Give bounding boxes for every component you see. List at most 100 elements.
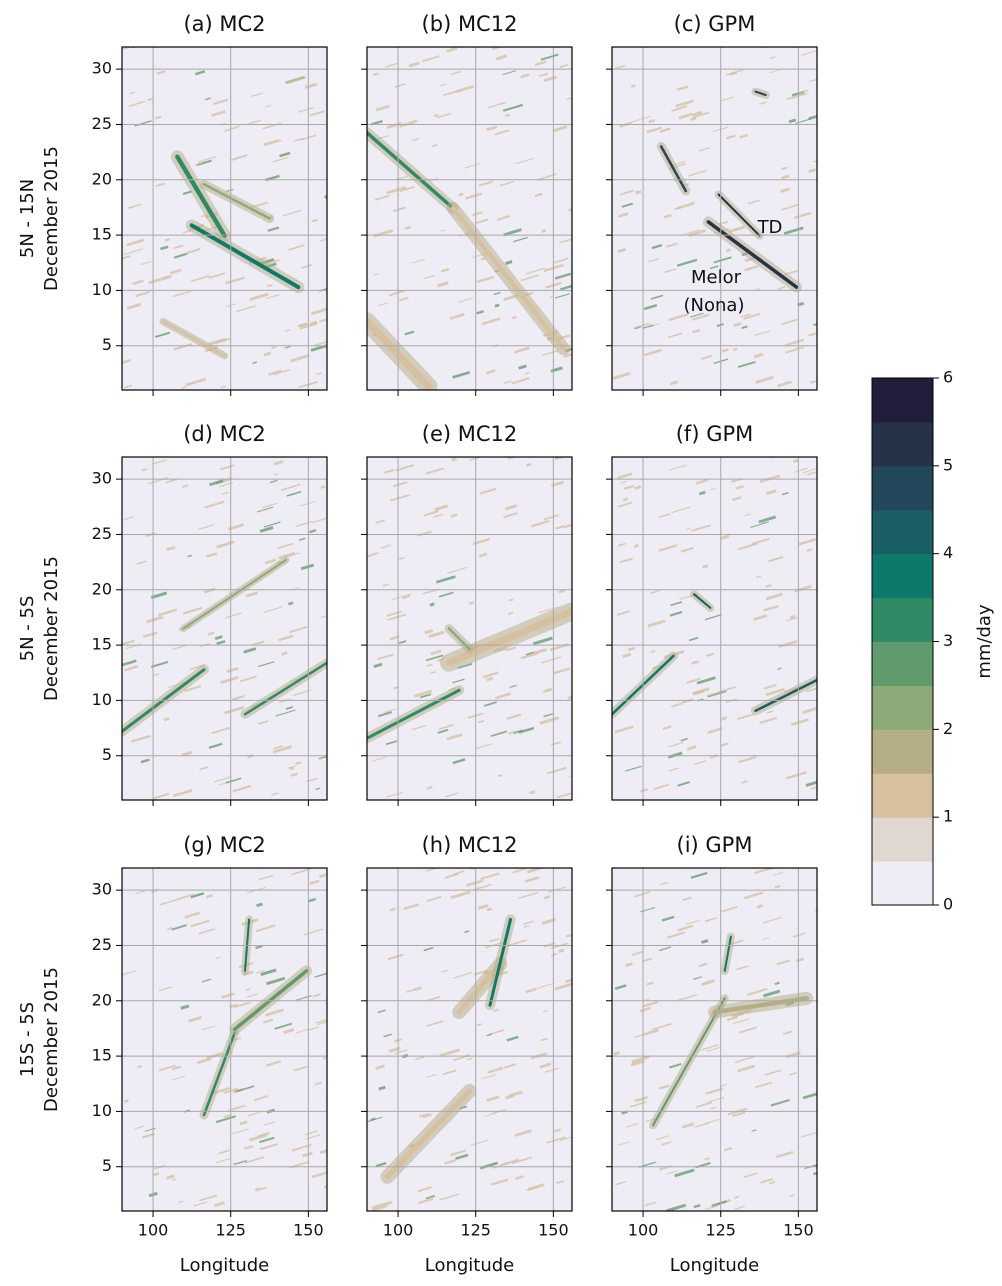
precip-speck — [698, 146, 711, 152]
precip-speck — [719, 534, 730, 541]
precip-speck — [216, 640, 226, 646]
precip-speck — [622, 497, 629, 502]
precip-speck — [256, 902, 263, 908]
precip-speck — [777, 285, 786, 291]
precip-speck — [677, 781, 690, 787]
precip-speck — [781, 166, 788, 171]
precip-speck — [394, 1049, 408, 1055]
precip-speck — [371, 1200, 393, 1210]
precip-speck — [438, 591, 454, 598]
precip-speck — [646, 126, 662, 134]
precip-speck — [542, 687, 553, 694]
precip-speck — [755, 1081, 773, 1089]
precip-speck — [659, 881, 668, 886]
panel-title: (a) MC2 — [183, 12, 265, 36]
precip-speck — [158, 1064, 176, 1072]
precip-speck — [211, 110, 226, 117]
precip-speck — [617, 542, 626, 547]
precip-speck — [710, 265, 719, 270]
precip-speck — [559, 64, 568, 69]
precip-speck — [215, 956, 221, 960]
precip-speck — [474, 218, 489, 225]
precip-speck — [534, 192, 543, 198]
precip-speck — [650, 650, 656, 654]
precip-speck — [152, 673, 160, 677]
precip-speck — [388, 289, 405, 297]
precip-speck — [384, 468, 395, 474]
precip-speck — [515, 1175, 525, 1180]
precip-speck — [787, 92, 808, 101]
plot-background — [612, 47, 817, 390]
precip-speck — [695, 1122, 710, 1128]
precip-speck — [565, 933, 572, 938]
precip-speck — [810, 786, 817, 790]
precip-speck — [486, 907, 493, 912]
precip-speck — [265, 294, 280, 300]
precip-speck — [556, 1180, 565, 1185]
precip-speck — [513, 236, 528, 243]
precip-speck — [225, 276, 245, 285]
precip-speck — [387, 953, 404, 961]
precip-speck — [176, 893, 195, 901]
precip-speck — [617, 247, 627, 253]
precip-speck — [493, 291, 501, 296]
precip-speck — [725, 248, 731, 253]
precip-speck — [668, 464, 687, 471]
precip-speck — [809, 78, 817, 83]
precip-speck — [269, 479, 278, 484]
precip-speck — [413, 689, 433, 698]
precip-speck — [288, 601, 294, 606]
precip-speck — [265, 1008, 284, 1017]
precip-speck — [718, 686, 736, 693]
precip-speck — [633, 544, 639, 548]
x-tick-label: 150 — [538, 1221, 569, 1240]
precip-speck — [224, 705, 245, 715]
precip-speck — [307, 1026, 319, 1031]
precip-speck — [204, 500, 225, 509]
precip-speck — [815, 909, 817, 913]
precip-speck — [707, 727, 723, 734]
precip-speck — [312, 993, 321, 998]
precip-speck — [389, 907, 396, 912]
precip-speck — [159, 899, 177, 906]
precip-speck — [755, 375, 774, 384]
precip-speck — [150, 660, 169, 668]
precip-band-core — [723, 935, 732, 972]
precip-speck — [395, 464, 415, 472]
precip-speck — [795, 957, 805, 963]
precip-speck — [439, 83, 447, 87]
precip-speck — [786, 616, 799, 622]
precip-speck — [675, 99, 694, 108]
panel: (b) MC12 — [361, 12, 573, 396]
precip-speck — [247, 119, 262, 125]
precip-speck — [402, 594, 411, 600]
precip-speck — [264, 558, 277, 565]
precip-speck — [507, 611, 514, 615]
precip-speck — [194, 162, 202, 166]
precip-speck — [218, 1149, 230, 1155]
precip-speck — [511, 377, 530, 385]
precip-speck — [282, 209, 301, 217]
colorbar-swatch — [872, 421, 933, 467]
precip-speck — [182, 484, 189, 488]
precip-speck — [265, 1060, 282, 1067]
precip-speck — [524, 372, 530, 375]
precip-speck — [738, 755, 757, 764]
precip-speck — [140, 758, 150, 764]
precip-speck — [208, 337, 227, 346]
colorbar-swatch — [872, 465, 933, 511]
precip-speck — [255, 1186, 267, 1192]
precip-speck — [122, 969, 137, 976]
precip-speck — [290, 354, 310, 363]
precip-speck — [756, 904, 764, 909]
precip-speck — [171, 1075, 185, 1081]
precip-speck — [613, 1051, 621, 1056]
precip-speck — [220, 385, 226, 389]
precip-speck — [701, 979, 715, 986]
precip-speck — [375, 104, 390, 112]
precip-speck — [661, 1141, 672, 1146]
panel: 100 125 150 5 10 15 20 25 30 (g) MC2 Longitude 15S … — [17, 833, 328, 1276]
precip-speck — [659, 127, 671, 133]
annotation: (Nona) — [684, 295, 745, 316]
precip-speck — [166, 545, 176, 552]
